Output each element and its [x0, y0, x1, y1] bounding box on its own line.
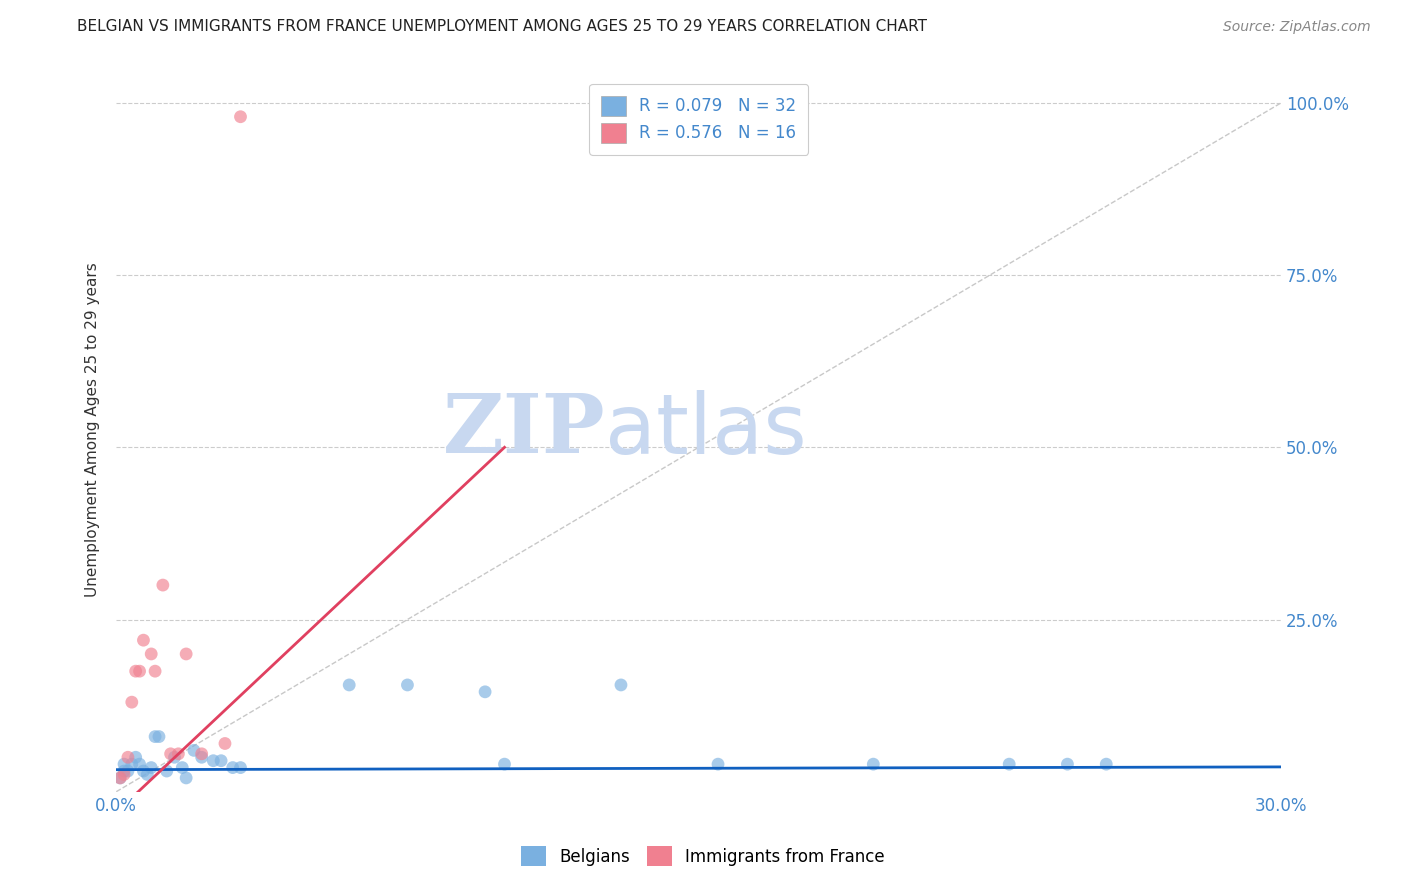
Legend: Belgians, Immigrants from France: Belgians, Immigrants from France [513, 838, 893, 875]
Point [610, 678, 633, 692]
Point [1095, 757, 1118, 772]
Point [143, 664, 166, 678]
Point [190, 750, 212, 764]
Point [202, 754, 225, 768]
Point [128, 664, 150, 678]
Point [1056, 757, 1078, 772]
Point [108, 771, 131, 785]
Point [121, 695, 143, 709]
Point [152, 578, 174, 592]
Point [132, 633, 155, 648]
Point [222, 761, 245, 775]
Point [229, 761, 252, 775]
Point [112, 764, 135, 778]
Point [121, 757, 143, 772]
Point [167, 747, 190, 761]
Point [862, 757, 884, 772]
Point [125, 750, 148, 764]
Point [183, 743, 205, 757]
Point [141, 761, 163, 775]
Point [156, 764, 179, 778]
Point [148, 730, 170, 744]
Point [494, 757, 516, 772]
Point [172, 761, 194, 775]
Point [163, 750, 186, 764]
Text: Source: ZipAtlas.com: Source: ZipAtlas.com [1223, 21, 1371, 34]
Point [117, 764, 139, 778]
Y-axis label: Unemployment Among Ages 25 to 29 years: Unemployment Among Ages 25 to 29 years [86, 263, 100, 598]
Point [136, 767, 159, 781]
Point [159, 747, 181, 761]
Point [209, 754, 232, 768]
Point [108, 771, 131, 785]
Point [174, 771, 197, 785]
Text: ZIP: ZIP [443, 390, 606, 470]
Point [707, 757, 730, 772]
Point [112, 757, 135, 772]
Point [474, 685, 496, 699]
Text: BELGIAN VS IMMIGRANTS FROM FRANCE UNEMPLOYMENT AMONG AGES 25 TO 29 YEARS CORRELA: BELGIAN VS IMMIGRANTS FROM FRANCE UNEMPL… [77, 20, 928, 34]
Text: atlas: atlas [606, 390, 807, 471]
Point [141, 647, 163, 661]
Point [214, 737, 236, 751]
Point [337, 678, 360, 692]
Point [396, 678, 419, 692]
Point [125, 664, 148, 678]
Point [112, 767, 135, 781]
Point [174, 647, 197, 661]
Point [229, 110, 252, 124]
Point [998, 757, 1021, 772]
Point [190, 747, 212, 761]
Legend: R = 0.079   N = 32, R = 0.576   N = 16: R = 0.079 N = 32, R = 0.576 N = 16 [589, 84, 808, 154]
Point [143, 730, 166, 744]
Point [128, 757, 150, 772]
Point [132, 764, 155, 778]
Point [117, 750, 139, 764]
